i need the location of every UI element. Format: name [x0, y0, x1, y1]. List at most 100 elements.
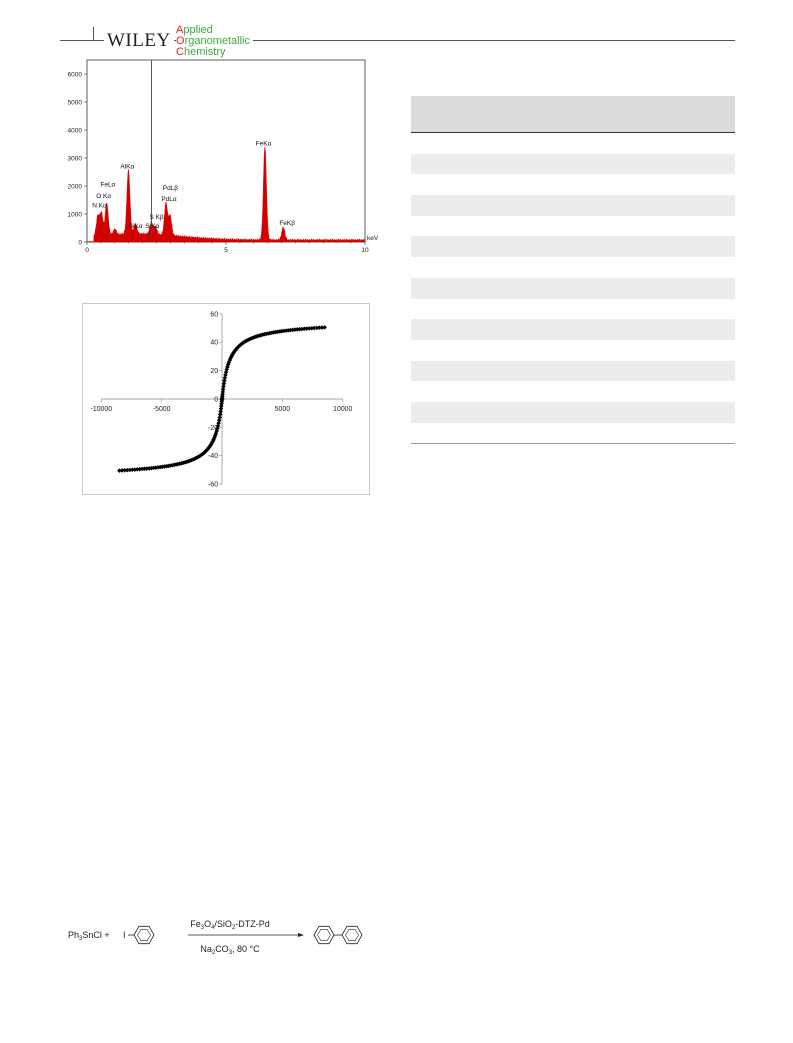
- y-tick-label: 3000: [68, 156, 83, 163]
- peak-annotation: SiKα: [129, 223, 143, 230]
- data-table: [411, 96, 735, 445]
- y-tick-label: 1000: [68, 212, 83, 219]
- y-tick-label: 4000: [68, 128, 83, 135]
- data-point: [216, 417, 222, 423]
- data-point: [164, 463, 169, 469]
- peak-annotation: O Kα: [96, 193, 111, 200]
- data-point: [302, 326, 307, 332]
- y-tick-label: -40: [208, 453, 218, 460]
- data-point: [322, 325, 327, 330]
- publisher-logo: WILEY: [104, 31, 174, 50]
- data-point: [281, 328, 287, 334]
- data-point: [168, 463, 173, 468]
- table-row: [411, 257, 735, 278]
- table-row: [411, 195, 735, 216]
- data-point: [216, 420, 221, 426]
- y-tick-label: 40: [210, 340, 218, 347]
- journal-logo: Applied Organometallic Chemistry: [176, 25, 253, 58]
- data-point: [222, 375, 228, 381]
- peak-annotation: FeLα: [100, 182, 115, 189]
- data-point: [295, 327, 300, 332]
- data-point: [235, 345, 241, 350]
- spectrum-area: [86, 146, 366, 243]
- table-row: [411, 153, 735, 175]
- y-tick-label: 20: [210, 368, 218, 375]
- magnetization-curve-chart: -10000 -5000 5000 10000 -60 -40 -20 0 20 40 60: [82, 303, 370, 495]
- peak-annotation: PdLβ: [163, 185, 179, 192]
- data-point: [215, 426, 220, 431]
- data-point: [297, 326, 302, 332]
- table-row: [411, 299, 735, 320]
- data-point: [236, 343, 242, 349]
- x-axis-label: keV: [367, 235, 379, 242]
- x-tick-label: 10: [361, 247, 369, 254]
- catalyst-label: Fe3O4/SiO2-DTZ-Pd: [190, 919, 270, 931]
- table-header: [411, 96, 735, 133]
- data-point: [211, 437, 216, 443]
- table-row: [411, 319, 735, 340]
- reaction-scheme: Ph3SnCl + I Fe3O4/SiO2-DTZ-Pd Na2CO3, 80…: [68, 919, 363, 956]
- y-tick-label: 2000: [68, 184, 83, 191]
- reaction-arrowhead: [298, 933, 304, 937]
- table-row: [411, 174, 735, 195]
- table-row: [411, 360, 735, 382]
- iodobenzene-ring: [133, 925, 155, 945]
- x-tick-label: -5000: [153, 406, 171, 413]
- x-tick-label: -10000: [91, 406, 113, 413]
- data-point: [227, 357, 233, 363]
- x-tick-label: 5000: [275, 406, 291, 413]
- y-tick-label: 60: [210, 311, 218, 318]
- data-point: [290, 327, 296, 333]
- x-tick-label: 5: [224, 247, 228, 254]
- iodo-label: I: [123, 930, 126, 940]
- peak-annotation: FeKβ: [279, 220, 295, 227]
- data-point: [306, 326, 312, 331]
- peak-annotation: S Kβ: [149, 214, 163, 221]
- data-point: [217, 412, 223, 417]
- journal-line-1: Applied: [176, 24, 213, 36]
- data-point: [223, 369, 229, 375]
- header-tick: [93, 27, 94, 40]
- conditions-label: Na2CO3, 80 °C: [200, 944, 260, 956]
- table-row: [411, 133, 735, 154]
- peak-annotation: S Kα: [145, 223, 159, 230]
- table-row: [411, 277, 735, 299]
- table-row: [411, 401, 735, 423]
- journal-line-2: Organometallic: [176, 35, 250, 47]
- y-tick-label: 0: [78, 240, 82, 247]
- data-point: [231, 350, 236, 356]
- reactant-label: Ph3SnCl +: [68, 930, 110, 942]
- peak-annotation: PdLα: [161, 196, 177, 203]
- data-point: [218, 409, 223, 414]
- data-point: [234, 346, 239, 351]
- y-tick-label: -20: [208, 425, 218, 432]
- peak-annotation: AlKα: [120, 164, 134, 171]
- data-point: [219, 403, 224, 409]
- table-row: [411, 381, 735, 402]
- y-tick-label: -60: [208, 482, 218, 489]
- journal-line-3: Chemistry: [176, 46, 226, 58]
- biphenyl-product: [313, 925, 363, 945]
- table-row: [411, 423, 735, 444]
- table-body: [411, 133, 735, 443]
- data-point: [221, 381, 227, 386]
- table-row: [411, 340, 735, 361]
- peak-annotation: FeKα: [256, 140, 272, 147]
- header-rule: [60, 40, 735, 41]
- data-point: [119, 468, 125, 473]
- data-point: [221, 384, 226, 389]
- data-point: [117, 468, 122, 473]
- data-point: [224, 367, 229, 372]
- data-point: [319, 325, 325, 330]
- data-point: [207, 444, 212, 449]
- y-tick-label: 5000: [68, 100, 83, 107]
- eds-spectrum-chart: 0 1000 2000 3000 4000 5000 6000 0 5 10 keV FeLα O Kα…: [68, 59, 379, 254]
- data-point: [220, 392, 225, 397]
- y-tick-label: 6000: [68, 72, 83, 79]
- peak-annotation: N Kα: [92, 203, 107, 210]
- table-row: [411, 216, 735, 237]
- data-point: [283, 328, 289, 333]
- table-bottom-rule: [411, 443, 735, 445]
- y-tick-label: 0: [214, 396, 218, 403]
- x-tick-label: 0: [85, 247, 89, 254]
